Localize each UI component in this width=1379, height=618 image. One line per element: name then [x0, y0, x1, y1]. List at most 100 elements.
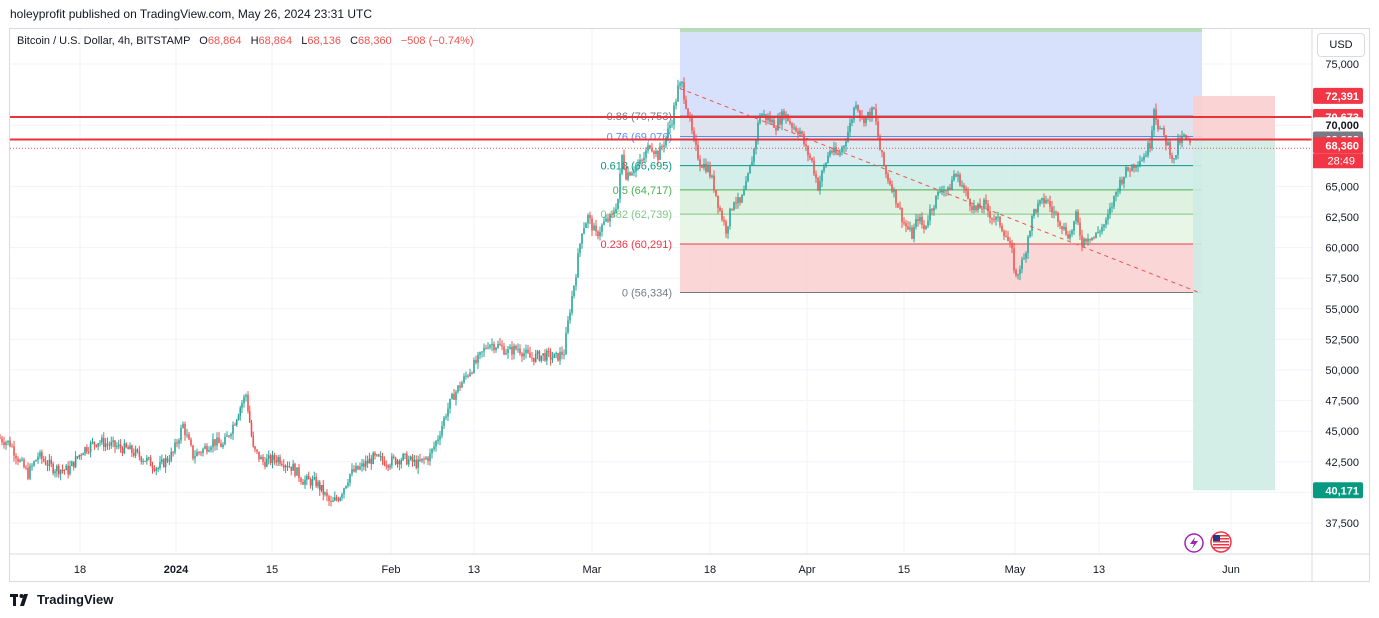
candle-body: [1043, 198, 1045, 204]
candle-body: [813, 160, 815, 174]
candle-body: [389, 465, 391, 468]
candle-body: [324, 492, 326, 495]
candle-body: [947, 187, 949, 191]
candle-body: [419, 459, 421, 461]
candle-body: [33, 461, 35, 466]
candle-body: [671, 124, 673, 126]
close-value: 68,360: [358, 35, 392, 47]
candle-body: [917, 219, 919, 222]
candle-body: [86, 447, 88, 452]
candle-body: [945, 190, 947, 192]
candle-body: [751, 161, 753, 165]
candle-body: [699, 159, 701, 167]
currency-button[interactable]: USD: [1317, 33, 1365, 57]
candle-body: [433, 446, 435, 449]
candle-body: [74, 456, 77, 468]
candle-body: [495, 347, 497, 350]
candle-body: [1003, 230, 1005, 237]
candle-body: [1119, 179, 1121, 192]
candle-body: [871, 107, 873, 118]
candle-body: [46, 464, 49, 466]
candle-body: [1057, 212, 1059, 223]
us-flag-event-icon[interactable]: [1210, 531, 1232, 553]
candle-body: [351, 469, 353, 474]
candle-body: [239, 407, 242, 416]
candle-body: [136, 449, 139, 452]
descending-trendline[interactable]: [679, 88, 1201, 294]
candle-body: [15, 455, 17, 459]
candle-body: [827, 155, 829, 163]
candle-body: [409, 456, 412, 460]
fib-level-label: 0.236 (60,291): [600, 239, 672, 251]
candle-body: [379, 456, 382, 458]
candle-body: [821, 171, 823, 182]
candle-body: [326, 492, 328, 497]
candle-body: [159, 461, 161, 469]
candle-body: [372, 452, 374, 464]
candle-body: [473, 360, 475, 373]
candle-body: [7, 440, 9, 443]
candle-body: [41, 452, 43, 459]
candle-body: [531, 357, 533, 359]
candle-body: [19, 459, 21, 462]
candle-body: [933, 207, 935, 211]
candle-body: [0, 437, 1, 439]
price-axis[interactable]: 37,50040,00042,50045,00047,50050,00052,5…: [1311, 29, 1363, 582]
footer-brand-text: TradingView: [37, 592, 114, 607]
time-axis[interactable]: 18 2024 15 Feb 13 Mar 18 Apr 15 May 13 Jun: [10, 553, 1370, 576]
symbol-title[interactable]: Bitcoin / U.S. Dollar, 4h, BITSTAMP: [17, 35, 191, 47]
high-value: 68,864: [258, 35, 293, 47]
candle-body: [1087, 238, 1089, 242]
candle-body: [1131, 164, 1133, 172]
candle-body: [337, 499, 340, 501]
candle-body: [1075, 211, 1077, 222]
candle-body: [613, 212, 615, 215]
candle-body: [402, 454, 404, 461]
candle-body: [643, 157, 645, 161]
lightning-event-icon[interactable]: [1184, 533, 1204, 553]
candle-body: [971, 206, 973, 210]
candle-body: [557, 352, 559, 361]
time-tick-label: Apr: [798, 564, 815, 576]
candle-body: [275, 459, 278, 463]
candle-body: [84, 447, 86, 454]
candle-body: [67, 465, 69, 475]
fib-retracement[interactable]: 0.86 (70,753)0.76 (69,076)0.618 (66,695)…: [600, 28, 1202, 299]
candle-body: [1133, 164, 1135, 169]
candle-body: [425, 457, 427, 460]
candle-body: [503, 346, 505, 355]
candle-body: [783, 111, 785, 119]
candle-body: [335, 497, 338, 500]
candle-body: [801, 131, 803, 135]
candle-body: [97, 443, 99, 447]
price-badge: [1313, 137, 1363, 154]
candle-body: [164, 458, 167, 467]
candle-body: [357, 465, 359, 470]
candle-body: [76, 456, 79, 458]
event-markers[interactable]: [1184, 531, 1232, 553]
candle-body: [851, 119, 853, 124]
candle-body: [1169, 142, 1171, 156]
candle-body: [967, 190, 969, 199]
candle-body: [54, 471, 56, 474]
candle-body: [617, 198, 619, 209]
candle-body: [123, 443, 126, 454]
candle-body: [52, 463, 54, 474]
candle-body: [281, 463, 283, 466]
candle-body: [757, 122, 759, 140]
candle-body: [719, 207, 721, 211]
candle-body: [447, 408, 449, 417]
candle-body: [56, 465, 58, 472]
candle-body: [587, 215, 589, 224]
candle-body: [1009, 241, 1011, 243]
candle-body: [1047, 199, 1049, 202]
candle-body: [603, 221, 605, 225]
candle-body: [487, 347, 489, 349]
candle-body: [791, 123, 793, 128]
candle-body: [277, 457, 279, 463]
candle-body: [1111, 206, 1113, 208]
short-position-tool[interactable]: [1193, 95, 1275, 491]
candle-body: [252, 435, 255, 447]
candle-body: [534, 353, 537, 362]
